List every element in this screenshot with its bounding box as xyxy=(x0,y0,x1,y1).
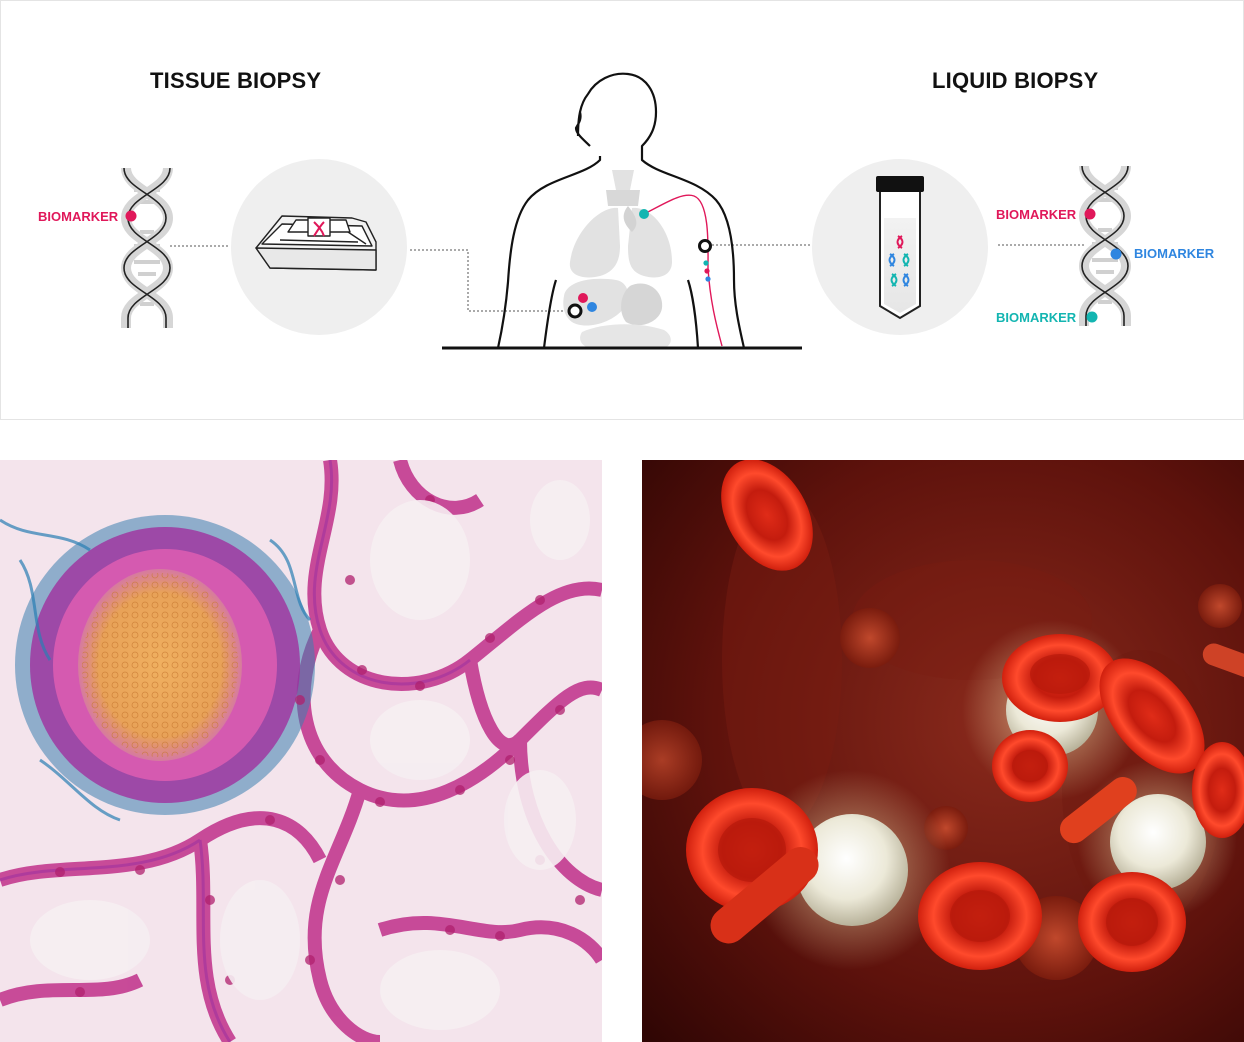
liquid-biomarker-dot-red xyxy=(1084,208,1096,220)
liquid-biopsy-heading: LIQUID BIOPSY xyxy=(932,68,1099,93)
liquid-biomarker-label-red: BIOMARKER xyxy=(996,207,1077,222)
organs-illustration xyxy=(563,170,672,348)
blood-cells-image xyxy=(642,460,1244,1042)
liquid-dna-helix-icon xyxy=(1078,165,1132,326)
blood-tube-icon xyxy=(876,176,924,320)
liquid-biomarker-dot-blue xyxy=(1110,248,1122,260)
liquid-biomarker-label-blue: BIOMARKER xyxy=(1134,246,1215,261)
tissue-biomarker-label: BIOMARKER xyxy=(38,209,119,224)
tissue-cassette-icon xyxy=(255,215,377,271)
tissue-micrograph-image xyxy=(0,460,602,1042)
tissue-dna-helix-icon xyxy=(120,167,174,328)
biopsy-diagram-panel xyxy=(0,0,1244,420)
tissue-biomarker-dot xyxy=(125,210,137,222)
biopsy-illustration xyxy=(120,72,1132,350)
human-torso-illustration xyxy=(442,72,802,350)
tissue-biopsy-heading: TISSUE BIOPSY xyxy=(150,68,322,93)
liquid-biomarker-label-teal: BIOMARKER xyxy=(996,310,1077,325)
liquid-biomarker-dot-teal xyxy=(1086,311,1098,323)
